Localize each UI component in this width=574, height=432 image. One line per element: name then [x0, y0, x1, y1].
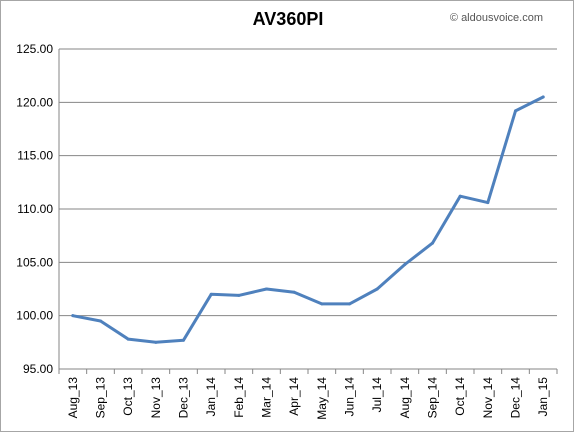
data-point: [403, 262, 407, 266]
data-point: [320, 302, 324, 306]
x-tick-label: Dec_14: [509, 377, 523, 419]
y-tick-label: 110.00: [17, 202, 53, 216]
x-tick-label: Sep_13: [94, 377, 108, 419]
x-tick-label: Sep_14: [426, 377, 440, 419]
y-tick-label: 120.00: [16, 95, 53, 109]
y-tick-label: 105.00: [16, 255, 53, 269]
data-point: [209, 292, 213, 296]
series-line: [71, 95, 545, 344]
x-tick-label: Feb_14: [232, 377, 246, 418]
x-tick-label: Jan_14: [204, 377, 218, 417]
data-point: [375, 287, 379, 291]
x-tick-label: Dec_13: [177, 377, 191, 419]
watermark: © aldousvoice.com: [449, 12, 543, 24]
x-tick-label: Oct_13: [121, 377, 135, 416]
chart-title: AV360PI: [252, 9, 324, 29]
x-tick-label: Jun_14: [343, 377, 357, 417]
x-tick-label: Nov_13: [149, 377, 163, 419]
x-tick-label: Mar_14: [260, 377, 274, 418]
data-point: [71, 314, 75, 318]
data-point: [237, 293, 241, 297]
data-point: [292, 290, 296, 294]
data-point: [154, 340, 158, 344]
data-point: [126, 337, 130, 341]
data-point: [514, 109, 517, 113]
x-tick-label: Jan_15: [536, 377, 550, 417]
data-point: [182, 338, 185, 342]
data-point: [99, 319, 102, 323]
y-tick-label: 100.00: [16, 309, 53, 323]
y-tick-label: 115.00: [17, 149, 53, 163]
data-point: [431, 241, 434, 245]
x-tick-label: Aug_13: [66, 377, 80, 419]
data-point: [541, 95, 545, 99]
x-tick-label: Apr_14: [287, 377, 301, 416]
x-tick-label: Nov_14: [481, 377, 495, 419]
x-tick-label: Jul_14: [370, 377, 384, 413]
data-point: [486, 201, 490, 205]
x-tick-label: Oct_14: [453, 377, 467, 416]
y-tick-label: 95.00: [23, 362, 53, 376]
data-point: [348, 302, 351, 306]
x-tick-label: Aug_14: [398, 377, 412, 419]
y-tick-label: 125.00: [16, 42, 53, 56]
data-point: [265, 287, 268, 291]
x-tick-label: May_14: [315, 377, 329, 420]
data-point: [458, 194, 462, 198]
